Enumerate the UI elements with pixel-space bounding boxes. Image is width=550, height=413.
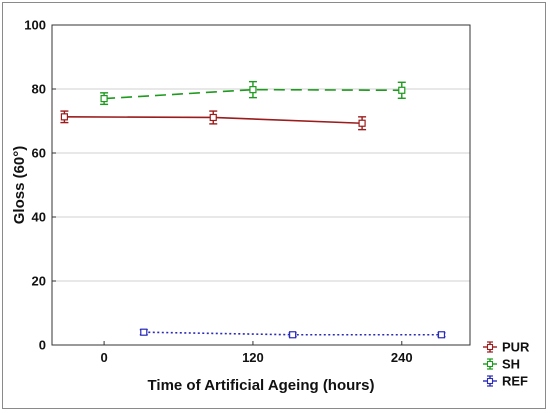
legend-marker [486,343,494,351]
data-point [60,113,69,121]
x-tick-label: 0 [100,350,107,365]
x-tick-label: 240 [391,350,413,365]
chart-frame: 0 20 40 60 80 100 0 120 240 Time of Artificial A… [2,2,546,409]
data-point [140,328,148,336]
legend-marker [486,377,494,385]
data-point [358,119,366,127]
series-pur [60,110,367,131]
data-point [289,331,297,339]
y-tick-label: 20 [32,274,46,289]
y-axis-title: Gloss (60°) [11,146,28,225]
series-ref [139,328,446,339]
plot-area [51,24,471,346]
data-point [437,331,446,339]
y-tick-label: 0 [39,338,46,353]
x-axis-title: Time of Artificial Ageing (hours) [148,377,375,394]
legend-item-ref: REF [483,374,528,389]
y-tick-label: 80 [32,82,46,97]
legend-item-pur: PUR [483,340,530,355]
legend-marker [486,360,494,368]
y-tick-label: 40 [32,210,46,225]
x-tick-label: 120 [242,350,264,365]
gloss-chart: 0 20 40 60 80 100 0 120 240 Time of Artificial A… [11,18,530,395]
series-layer [60,80,446,339]
series-sh [100,80,406,106]
legend-item-sh: SH [483,357,520,372]
data-point [209,113,217,122]
y-tick-label: 100 [24,18,46,33]
legend-label: PUR [502,340,530,355]
y-tick-label: 60 [32,146,46,161]
axis-ticks: 0 20 40 60 80 100 0 120 240 [24,18,412,366]
legend-label: REF [502,374,528,389]
legend: PUR SH REF [483,340,530,389]
data-point [249,86,257,94]
data-point [100,94,108,103]
series-line [104,88,402,100]
data-point [398,86,406,94]
legend-label: SH [502,357,520,372]
